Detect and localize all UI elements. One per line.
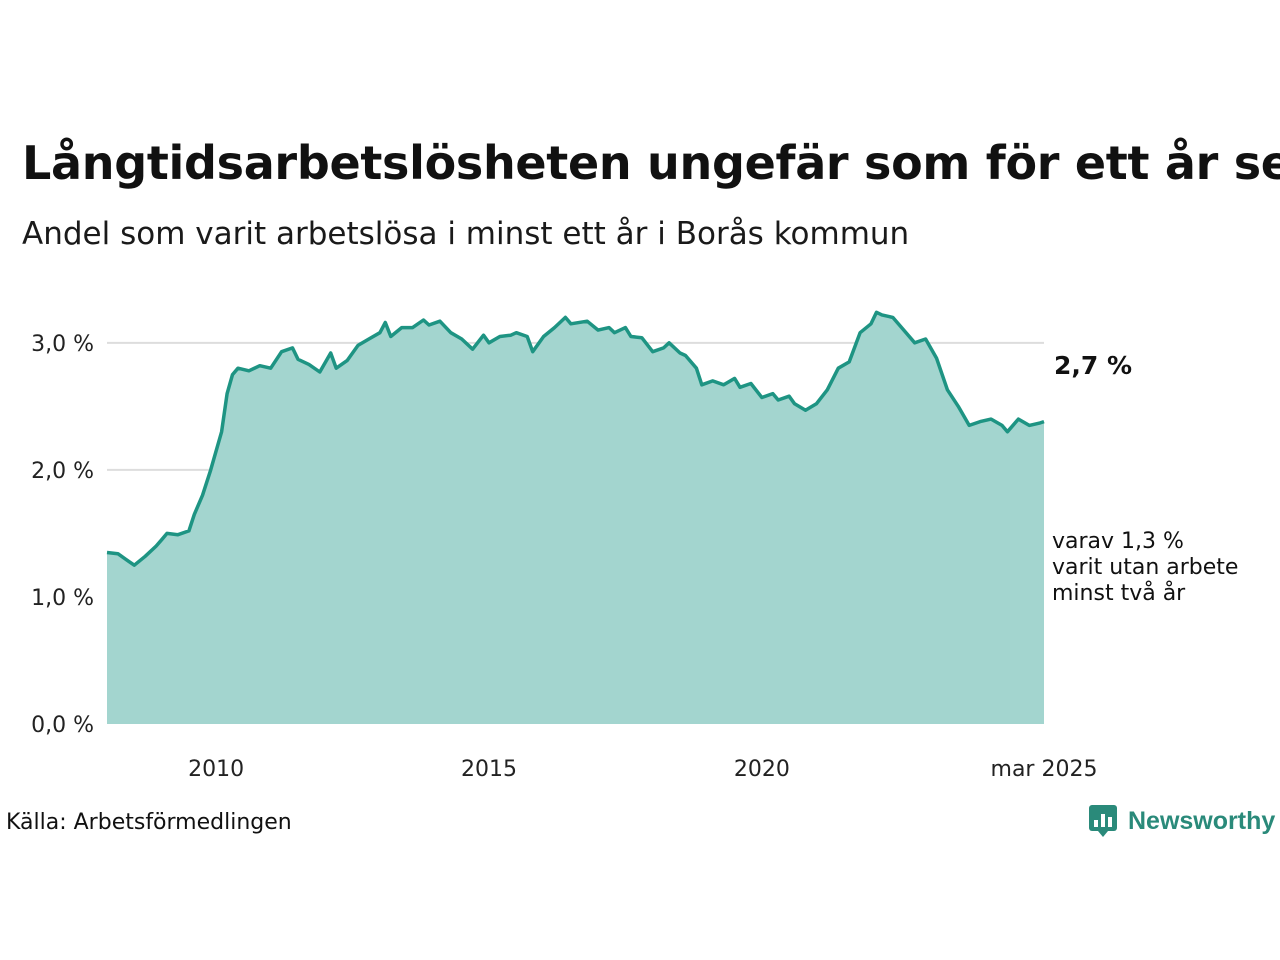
newsworthy-logo-text: Newsworthy xyxy=(1128,806,1276,835)
x-tick-label: 2015 xyxy=(461,757,517,782)
x-axis-ticks: 2010 2015 2020 mar 2025 xyxy=(188,757,1097,782)
annotation-line-3: minst två år xyxy=(1052,580,1186,606)
chart-subtitle: Andel som varit arbetslösa i minst ett å… xyxy=(22,216,910,252)
series-line-0 xyxy=(106,310,1045,567)
x-tick-label: 2010 xyxy=(188,757,244,782)
chart-title: Långtidsarbetslösheten ungefär som för e… xyxy=(22,136,1280,190)
x-tick-label: mar 2025 xyxy=(991,757,1098,782)
x-tick-label: 2020 xyxy=(734,757,790,782)
end-value-label: 2,7 % xyxy=(1054,351,1132,380)
y-tick-label: 2,0 % xyxy=(31,459,94,484)
chart-areas xyxy=(106,310,1045,724)
newsworthy-logo: Newsworthy xyxy=(1088,804,1275,838)
source-note: Källa: Arbetsförmedlingen xyxy=(6,810,292,835)
y-axis-ticks: 0,0 % 1,0 % 2,0 % 3,0 % xyxy=(31,332,94,738)
y-tick-label: 3,0 % xyxy=(31,332,94,357)
newsworthy-logo-icon xyxy=(1089,805,1117,837)
y-tick-label: 1,0 % xyxy=(31,586,94,611)
annotation-line-1: varav 1,3 % xyxy=(1052,529,1184,554)
series-area-0 xyxy=(107,312,1044,724)
y-tick-label: 0,0 % xyxy=(31,713,94,738)
annotation-line-2: varit utan arbete xyxy=(1052,555,1238,580)
